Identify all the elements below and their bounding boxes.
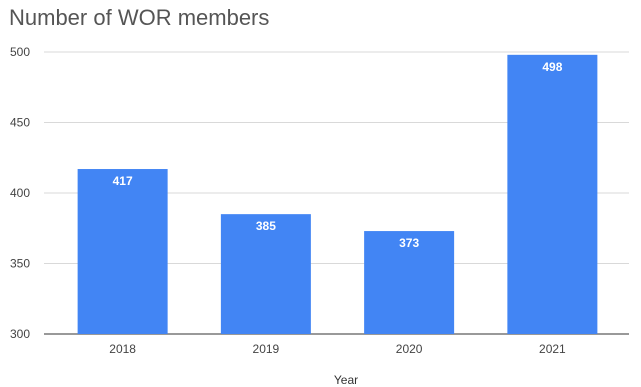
chart-title: Number of WOR members bbox=[9, 5, 270, 30]
x-axis-ticks: 2018 2019 2020 2021 bbox=[109, 342, 566, 356]
data-labels: 417 385 373 498 bbox=[113, 60, 563, 250]
y-tick-label: 500 bbox=[10, 45, 30, 59]
data-label: 373 bbox=[399, 236, 419, 250]
bars bbox=[77, 54, 598, 334]
bar-2021 bbox=[507, 54, 598, 334]
y-tick-label: 400 bbox=[10, 186, 30, 200]
x-axis-title: Year bbox=[334, 373, 358, 387]
x-tick-label: 2020 bbox=[396, 342, 423, 356]
x-tick-label: 2019 bbox=[253, 342, 280, 356]
y-tick-label: 300 bbox=[10, 327, 30, 341]
y-tick-label: 450 bbox=[10, 116, 30, 130]
y-tick-label: 350 bbox=[10, 257, 30, 271]
x-tick-label: 2018 bbox=[109, 342, 136, 356]
bar-2019 bbox=[220, 214, 311, 334]
bar-2018 bbox=[77, 169, 168, 334]
data-label: 417 bbox=[113, 174, 133, 188]
data-label: 498 bbox=[542, 60, 562, 74]
data-label: 385 bbox=[256, 219, 276, 233]
x-tick-label: 2021 bbox=[539, 342, 566, 356]
bar-2020 bbox=[364, 231, 455, 334]
y-axis-ticks: 300 350 400 450 500 bbox=[10, 45, 30, 341]
